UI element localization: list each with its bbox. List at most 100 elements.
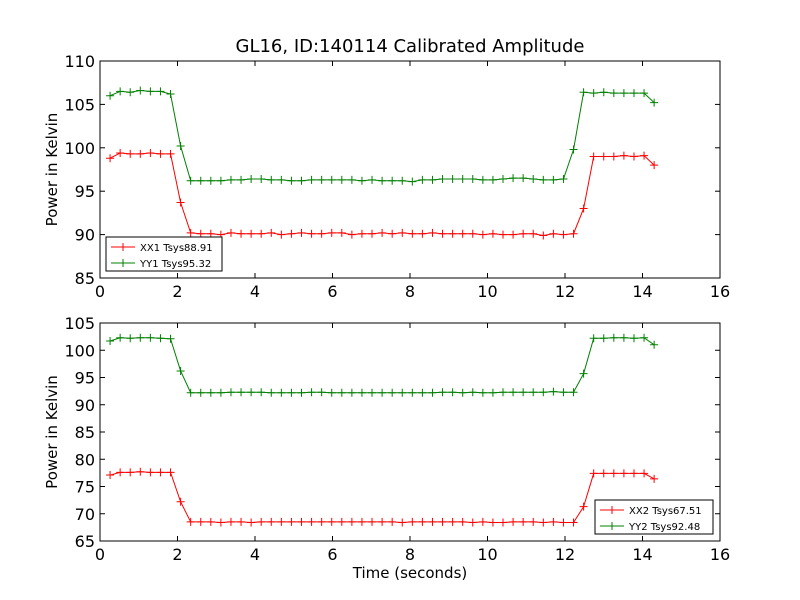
legend-box: [105, 236, 223, 272]
data-point-marker: [307, 517, 316, 526]
data-point-marker: [126, 88, 135, 97]
data-point-marker: [488, 229, 497, 238]
data-point-marker: [499, 518, 507, 527]
data-point-marker: [317, 175, 326, 184]
data-point-marker: [629, 89, 638, 98]
y-tick-label: 95: [75, 182, 95, 201]
data-point-marker: [589, 334, 598, 343]
data-point-marker: [277, 388, 286, 397]
data-point-marker: [408, 388, 417, 397]
data-point-marker: [146, 87, 155, 96]
data-point-marker: [629, 469, 638, 478]
data-point-marker: [579, 502, 588, 511]
data-point-marker: [196, 229, 205, 238]
data-point-marker: [257, 175, 266, 184]
data-point-marker: [327, 517, 336, 526]
data-point-marker: [529, 517, 538, 526]
data-point-marker: [237, 229, 246, 238]
y-axis-label: Power in Kelvin: [43, 375, 61, 489]
data-point-marker: [418, 175, 427, 184]
data-point-marker: [650, 474, 659, 483]
data-point-marker: [418, 229, 427, 238]
data-point-marker: [378, 517, 387, 526]
x-tick-label: 12: [555, 545, 575, 564]
data-point-marker: [307, 229, 316, 238]
data-point-marker: [156, 468, 165, 477]
data-point-marker: [488, 518, 497, 527]
data-point-marker: [640, 333, 649, 342]
legend-swatch-marker: [608, 506, 616, 514]
data-point-marker: [337, 388, 346, 397]
y-tick-label: 85: [75, 423, 95, 442]
data-point-marker: [388, 229, 397, 238]
data-point-marker: [640, 151, 649, 160]
data-point-marker: [368, 517, 377, 526]
data-point-marker: [216, 518, 225, 527]
data-point-marker: [428, 228, 437, 237]
data-point-marker: [196, 388, 205, 397]
data-point-marker: [569, 229, 578, 238]
data-point-marker: [438, 517, 447, 526]
legend-label: XX2 Tsys67.51: [629, 506, 702, 517]
data-point-marker: [478, 175, 487, 184]
data-point-marker: [317, 517, 326, 526]
data-point-marker: [458, 517, 467, 526]
chart-title: GL16, ID:140114 Calibrated Amplitude: [236, 36, 585, 57]
data-point-marker: [509, 174, 518, 183]
data-point-marker: [257, 388, 266, 397]
data-point-marker: [488, 388, 497, 397]
data-point-marker: [277, 517, 286, 526]
y-tick-label: 110: [64, 52, 95, 71]
data-point-marker: [569, 518, 578, 527]
data-point-marker: [368, 229, 377, 238]
data-point-marker: [458, 175, 467, 184]
data-point-marker: [116, 468, 125, 477]
data-point-marker: [287, 176, 296, 185]
data-point-marker: [297, 388, 306, 397]
data-point-marker: [136, 86, 145, 95]
data-point-marker: [579, 369, 588, 378]
data-point-marker: [569, 145, 578, 154]
data-point-marker: [186, 517, 195, 526]
x-tick-label: 16: [710, 282, 730, 301]
data-point-marker: [297, 176, 306, 185]
data-point-marker: [398, 388, 407, 397]
data-point-marker: [116, 149, 125, 158]
data-point-marker: [579, 204, 588, 213]
data-point-marker: [247, 175, 256, 184]
data-point-marker: [629, 334, 638, 343]
data-point-marker: [287, 517, 296, 526]
data-point-marker: [226, 228, 235, 237]
data-point-marker: [267, 388, 276, 397]
data-point-marker: [186, 176, 195, 185]
data-point-marker: [337, 175, 346, 184]
data-point-marker: [388, 388, 397, 397]
data-point-marker: [599, 88, 608, 97]
data-point-marker: [529, 175, 538, 184]
x-axis-label: Time (seconds): [352, 564, 468, 582]
data-point-marker: [468, 229, 477, 238]
data-point-marker: [257, 229, 266, 238]
data-point-marker: [499, 230, 507, 239]
data-point-marker: [357, 388, 366, 397]
data-point-marker: [368, 388, 377, 397]
data-point-marker: [589, 89, 598, 98]
data-point-marker: [106, 471, 115, 480]
data-point-marker: [226, 388, 235, 397]
data-point-marker: [549, 175, 558, 184]
data-point-marker: [307, 388, 316, 397]
data-point-marker: [116, 87, 125, 96]
data-point-marker: [378, 176, 387, 185]
data-point-marker: [126, 468, 135, 477]
data-point-marker: [599, 334, 608, 343]
data-point-marker: [327, 175, 336, 184]
x-tick-label: 0: [95, 545, 105, 564]
data-point-marker: [438, 229, 447, 238]
data-point-marker: [317, 388, 326, 397]
data-point-marker: [509, 388, 518, 397]
y-tick-label: 90: [75, 396, 95, 415]
y-tick-label: 100: [64, 341, 95, 360]
data-point-marker: [609, 89, 618, 98]
data-point-marker: [609, 469, 618, 478]
